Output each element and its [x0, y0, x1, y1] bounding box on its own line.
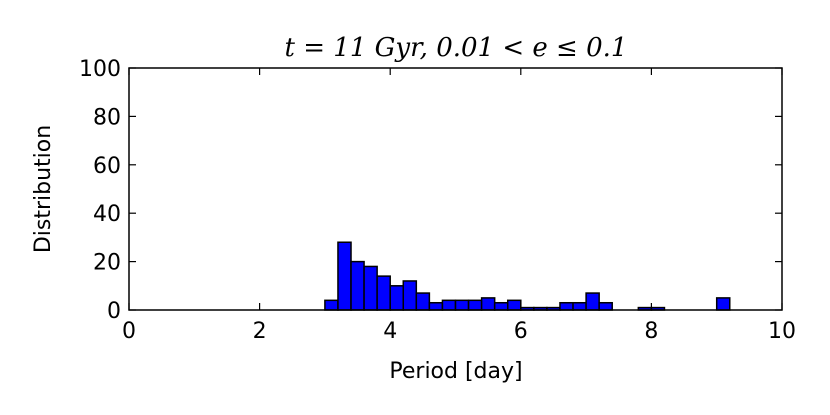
histogram-bar	[480, 297, 496, 311]
histogram-bar	[559, 301, 574, 311]
histogram-bar	[467, 299, 483, 311]
x-tick-label: 10	[768, 319, 796, 344]
y-tick-label: 60	[93, 154, 121, 179]
x-tick-label: 8	[644, 319, 658, 344]
histogram-bar	[324, 299, 339, 311]
histogram-bar	[402, 280, 418, 311]
histogram-bar	[389, 285, 405, 311]
histogram-bar	[350, 260, 365, 311]
x-tick-label: 6	[514, 319, 528, 344]
y-tick-label: 0	[107, 299, 121, 324]
x-tick-label: 4	[383, 319, 397, 344]
y-axis-ticks: 0 20 40 60 80 100	[79, 57, 782, 324]
histogram-bar	[428, 301, 444, 311]
chart-title: t = 11 Gyr, 0.01 < e ≤ 0.1	[285, 33, 628, 63]
histogram-bar	[337, 241, 352, 311]
y-tick-label: 100	[79, 57, 121, 82]
y-axis-label: Distribution	[31, 125, 56, 253]
histogram-bar	[715, 297, 731, 311]
x-tick-label: 0	[122, 319, 136, 344]
histogram-bar	[376, 275, 391, 311]
histogram-bar	[572, 301, 587, 311]
histogram-bar	[441, 299, 457, 311]
y-tick-label: 40	[93, 202, 121, 227]
histogram-bar	[454, 299, 470, 311]
y-tick-label: 20	[93, 251, 121, 276]
histogram-bar	[415, 292, 431, 311]
y-tick-label: 80	[93, 105, 121, 130]
histogram-bar	[363, 265, 378, 311]
histogram-bar	[506, 299, 522, 311]
histogram-bar	[493, 301, 509, 311]
histogram-bar	[585, 292, 600, 311]
bars-group	[324, 241, 731, 311]
x-axis-ticks: 0 2 4 6 8 10	[122, 68, 796, 344]
x-axis-label: Period [day]	[389, 359, 522, 384]
histogram-bar	[598, 301, 613, 311]
plot-frame	[128, 67, 783, 311]
x-tick-label: 2	[253, 319, 267, 344]
